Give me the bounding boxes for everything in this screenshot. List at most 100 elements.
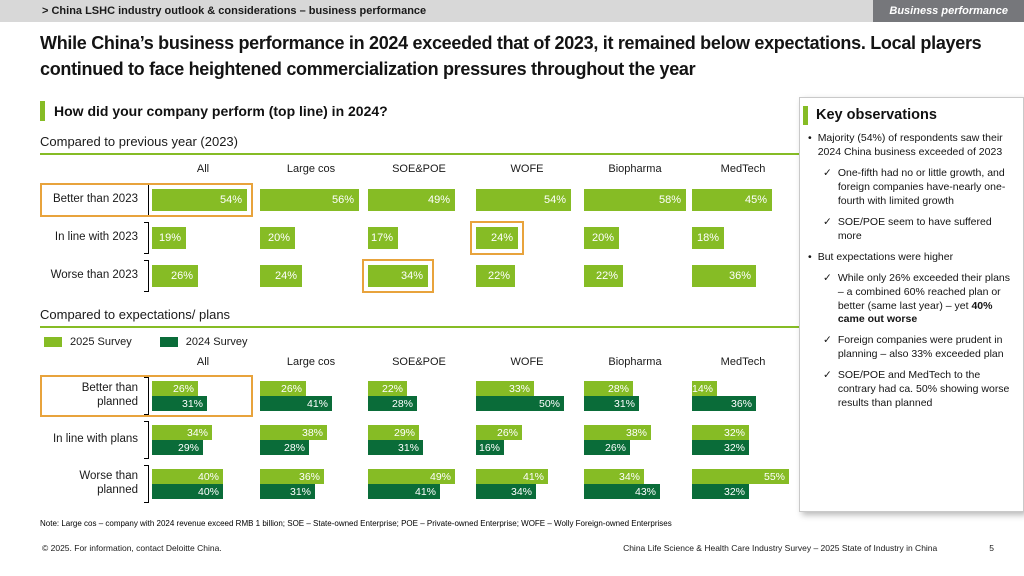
- bar: 32%: [692, 440, 749, 455]
- legend-item-2025: 2025 Survey: [44, 336, 132, 348]
- check-icon: ✓: [823, 334, 832, 347]
- legend: 2025 Survey 2024 Survey: [40, 336, 805, 348]
- observations-list: • Majority (54%) of respondents saw their…: [800, 130, 1023, 411]
- column-headers: All Large cos SOE&POE WOFE Biopharma MedTech: [40, 163, 805, 181]
- bar-value-label: 32%: [723, 426, 745, 439]
- bar: 54%: [152, 189, 247, 211]
- top-bar: > China LSHC industry outlook & consider…: [0, 0, 1024, 22]
- row-bracket: [144, 222, 149, 254]
- bar-track: 14% 36%: [692, 374, 798, 418]
- bar: 26%: [152, 381, 198, 396]
- bar-track: 20%: [584, 219, 690, 257]
- chart-row: In line with 2023 19% 20% 17% 24% 20% 18%: [40, 219, 805, 257]
- bar-track: 19%: [152, 219, 258, 257]
- copyright-text: © 2025. For information, contact Deloitt…: [42, 543, 222, 553]
- bar: 20%: [260, 227, 295, 249]
- chart-rows: Better than 2023 54% 56% 49% 54% 58% 45% In lin…: [40, 181, 805, 295]
- bar-value-label: 41%: [414, 485, 436, 498]
- page-number: 5: [989, 543, 994, 553]
- charts-area: How did your company perform (top line) …: [40, 100, 805, 528]
- bar: 26%: [260, 381, 306, 396]
- bar: 22%: [368, 381, 407, 396]
- bar-track: 29% 31%: [368, 418, 474, 462]
- bar-value-label: 26%: [280, 382, 302, 395]
- bar: 36%: [692, 265, 756, 287]
- column-headers: All Large cos SOE&POE WOFE Biopharma MedTech: [40, 356, 805, 374]
- bar-track: 32% 32%: [692, 418, 798, 462]
- bar-track: 26% 31%: [152, 374, 258, 418]
- bullet-marker: •: [808, 132, 812, 144]
- column-header: WOFE: [510, 163, 544, 175]
- bar-value-label: 24%: [490, 232, 513, 244]
- bar-value-label: 19%: [158, 232, 181, 244]
- row-label: In line with 2023: [40, 219, 152, 257]
- bar: 34%: [476, 484, 536, 499]
- bar: 20%: [584, 227, 619, 249]
- bar-value-label: 34%: [510, 485, 532, 498]
- bar-value-label: 26%: [604, 441, 626, 454]
- chart-rows: Better than planned 26% 31% 26% 41% 22% 28% 33%…: [40, 374, 805, 506]
- bar-value-label: 22%: [595, 270, 618, 282]
- bar: 19%: [152, 227, 186, 249]
- bar: 41%: [476, 469, 548, 484]
- bar-track: 36%: [692, 257, 798, 295]
- bar: 34%: [584, 469, 644, 484]
- bar: 22%: [476, 265, 515, 287]
- chart-title: Compared to previous year (2023): [40, 134, 238, 149]
- bar: 28%: [584, 381, 633, 396]
- bar-value-label: 34%: [618, 470, 640, 483]
- bar-value-label: 49%: [429, 470, 451, 483]
- bar: 41%: [260, 396, 332, 411]
- bar-track: 26%: [152, 257, 258, 295]
- bar-value-label: 32%: [723, 485, 745, 498]
- bar: 34%: [152, 425, 212, 440]
- bar: 49%: [368, 469, 455, 484]
- bar-track: 20%: [260, 219, 366, 257]
- bar-value-label: 40%: [197, 470, 219, 483]
- check-icon: ✓: [823, 369, 832, 382]
- bar-track: 22%: [476, 257, 582, 295]
- bar: 31%: [584, 396, 639, 411]
- bar-track: 26% 16%: [476, 418, 582, 462]
- legend-label: 2025 Survey: [70, 336, 132, 348]
- bar: 26%: [584, 440, 630, 455]
- observation-text: Majority (54%) of respondents saw their …: [817, 132, 1003, 158]
- bar: 22%: [584, 265, 623, 287]
- bar-value-label: 34%: [400, 270, 423, 282]
- row-bracket: [144, 260, 149, 292]
- bar: 26%: [476, 425, 522, 440]
- legend-item-2024: 2024 Survey: [159, 336, 248, 348]
- row-bracket: [144, 421, 149, 459]
- bar-track: 28% 31%: [584, 374, 690, 418]
- column-header: WOFE: [510, 356, 544, 368]
- observation-subpoint: ✓ SOE/POE and MedTech to the contrary had…: [823, 369, 1015, 411]
- green-accent-bar: [803, 106, 808, 125]
- bar-value-label: 29%: [177, 441, 199, 454]
- chart-row: In line with plans 34% 29% 38% 28% 29% 31% 26% 1…: [40, 418, 805, 462]
- bar-track: 34%: [368, 257, 474, 295]
- observation-text: SOE/POE seem to have suffered more: [837, 215, 992, 242]
- column-header: Biopharma: [608, 356, 662, 368]
- bar-value-label: 28%: [283, 441, 305, 454]
- bar-track: 54%: [476, 181, 582, 219]
- bar: 26%: [152, 265, 198, 287]
- bar: 14%: [692, 381, 717, 396]
- column-header: SOE&POE: [392, 163, 446, 175]
- bar-value-label: 26%: [496, 426, 518, 439]
- column-header: MedTech: [720, 356, 766, 368]
- bar: 54%: [476, 189, 571, 211]
- panel-header: Key observations: [800, 98, 1023, 130]
- row-bracket: [144, 377, 149, 415]
- bar: 33%: [476, 381, 534, 396]
- legend-swatch-2025: [44, 337, 62, 347]
- bar-value-label: 31%: [181, 397, 203, 410]
- bar-track: 26% 41%: [260, 374, 366, 418]
- chart-title: Compared to expectations/ plans: [40, 307, 231, 322]
- chart-row: Better than 2023 54% 56% 49% 54% 58% 45%: [40, 181, 805, 219]
- observation-subpoint: ✓ SOE/POE seem to have suffered more: [823, 216, 1015, 244]
- check-icon: ✓: [823, 271, 832, 284]
- bar-value-label: 58%: [658, 194, 681, 206]
- bar-track: 56%: [260, 181, 366, 219]
- bar-track: 54%: [152, 181, 258, 219]
- column-header: All: [196, 163, 210, 175]
